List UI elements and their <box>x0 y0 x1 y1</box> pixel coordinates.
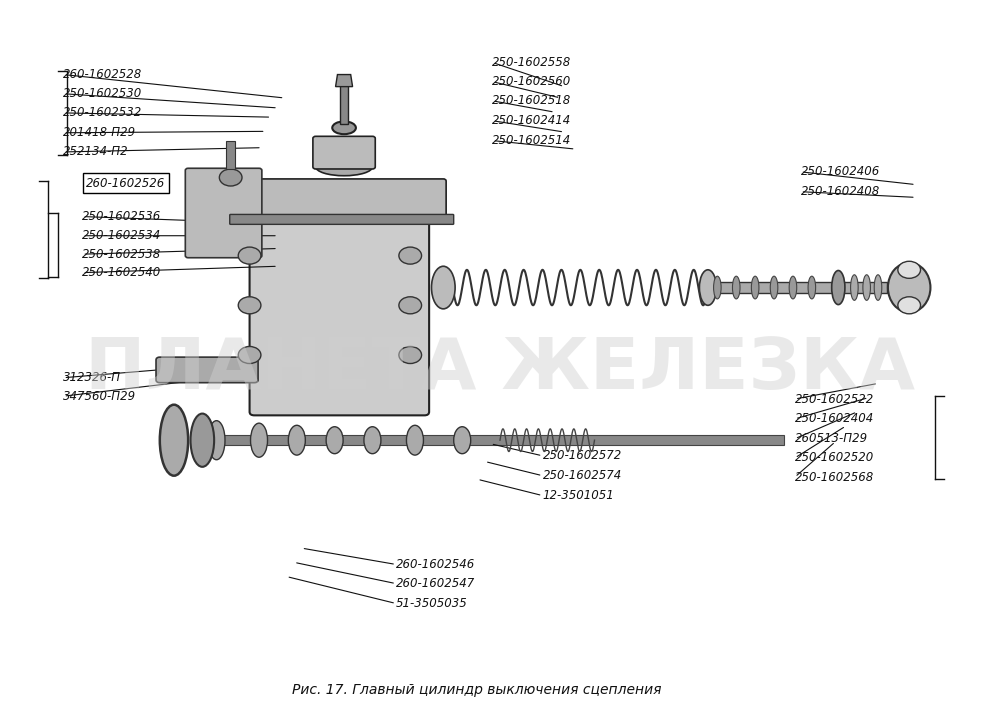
Text: 250-1602538: 250-1602538 <box>82 248 162 261</box>
Ellipse shape <box>332 121 356 134</box>
Ellipse shape <box>732 276 740 299</box>
Text: 250-1602568: 250-1602568 <box>795 471 874 484</box>
Text: 250-1602514: 250-1602514 <box>492 134 572 147</box>
Ellipse shape <box>364 427 381 454</box>
Text: 260-1602547: 260-1602547 <box>396 577 475 590</box>
Ellipse shape <box>874 275 882 300</box>
Text: 201418-П29: 201418-П29 <box>63 126 137 139</box>
Text: 250-1602540: 250-1602540 <box>82 266 162 279</box>
Text: 250-1602414: 250-1602414 <box>492 114 572 127</box>
Ellipse shape <box>808 276 816 299</box>
FancyBboxPatch shape <box>313 136 375 169</box>
Ellipse shape <box>431 266 455 309</box>
Text: 250-1602518: 250-1602518 <box>492 94 572 107</box>
Text: 250-1602406: 250-1602406 <box>801 165 880 178</box>
Ellipse shape <box>191 413 214 467</box>
Bar <box>340 85 348 124</box>
Ellipse shape <box>851 275 858 300</box>
Text: 250-1602560: 250-1602560 <box>492 75 572 88</box>
Bar <box>198 435 784 445</box>
Text: Рис. 17. Главный цилиндр выключения сцепления: Рис. 17. Главный цилиндр выключения сцеп… <box>292 683 662 697</box>
Circle shape <box>238 297 261 314</box>
Ellipse shape <box>288 425 305 455</box>
Text: 250-1602574: 250-1602574 <box>543 469 622 482</box>
Ellipse shape <box>714 276 721 299</box>
Text: 250-1602530: 250-1602530 <box>63 87 143 100</box>
Text: 250-1602534: 250-1602534 <box>82 229 162 242</box>
Circle shape <box>238 346 261 364</box>
Ellipse shape <box>454 427 471 454</box>
Text: 347560-П29: 347560-П29 <box>63 390 137 403</box>
Text: 250-1602572: 250-1602572 <box>543 449 622 462</box>
Text: 312326-П: 312326-П <box>63 371 122 384</box>
Ellipse shape <box>208 420 225 460</box>
Text: 252134-П2: 252134-П2 <box>63 146 129 158</box>
Text: 250-1602522: 250-1602522 <box>795 393 874 405</box>
Text: 260-1602528: 260-1602528 <box>63 68 143 81</box>
Ellipse shape <box>160 405 188 476</box>
Bar <box>708 282 887 293</box>
FancyBboxPatch shape <box>233 179 446 222</box>
Text: 250-1602532: 250-1602532 <box>63 106 143 119</box>
Text: 260-1602526: 260-1602526 <box>86 177 165 190</box>
Ellipse shape <box>251 423 268 457</box>
Circle shape <box>219 169 242 186</box>
Ellipse shape <box>326 427 343 454</box>
Text: 250-1602408: 250-1602408 <box>801 185 880 198</box>
Ellipse shape <box>316 158 372 175</box>
Text: 260513-П29: 260513-П29 <box>795 432 868 445</box>
Text: 260-1602546: 260-1602546 <box>396 558 475 571</box>
Ellipse shape <box>832 271 845 305</box>
Ellipse shape <box>406 425 423 455</box>
Bar <box>226 141 235 169</box>
Ellipse shape <box>751 276 759 299</box>
Circle shape <box>898 261 921 278</box>
Text: 250-1602536: 250-1602536 <box>82 210 162 223</box>
Text: 250-1602558: 250-1602558 <box>492 56 572 69</box>
Text: ПЛАНЕТА ЖЕЛЕЗКА: ПЛАНЕТА ЖЕЛЕЗКА <box>85 334 915 404</box>
Ellipse shape <box>770 276 778 299</box>
Circle shape <box>399 346 422 364</box>
FancyBboxPatch shape <box>185 168 262 258</box>
Text: 250-1602404: 250-1602404 <box>795 413 874 425</box>
FancyBboxPatch shape <box>156 357 258 383</box>
Circle shape <box>399 297 422 314</box>
Ellipse shape <box>888 263 930 312</box>
FancyBboxPatch shape <box>250 209 429 415</box>
Circle shape <box>898 297 921 314</box>
Text: 12-3501051: 12-3501051 <box>543 489 614 502</box>
Circle shape <box>399 247 422 264</box>
Ellipse shape <box>789 276 797 299</box>
Text: 51-3505035: 51-3505035 <box>396 597 468 610</box>
Ellipse shape <box>863 275 870 300</box>
Text: 250-1602520: 250-1602520 <box>795 452 874 464</box>
Polygon shape <box>336 75 353 87</box>
Circle shape <box>238 247 261 264</box>
FancyBboxPatch shape <box>230 214 454 224</box>
Ellipse shape <box>699 270 716 305</box>
